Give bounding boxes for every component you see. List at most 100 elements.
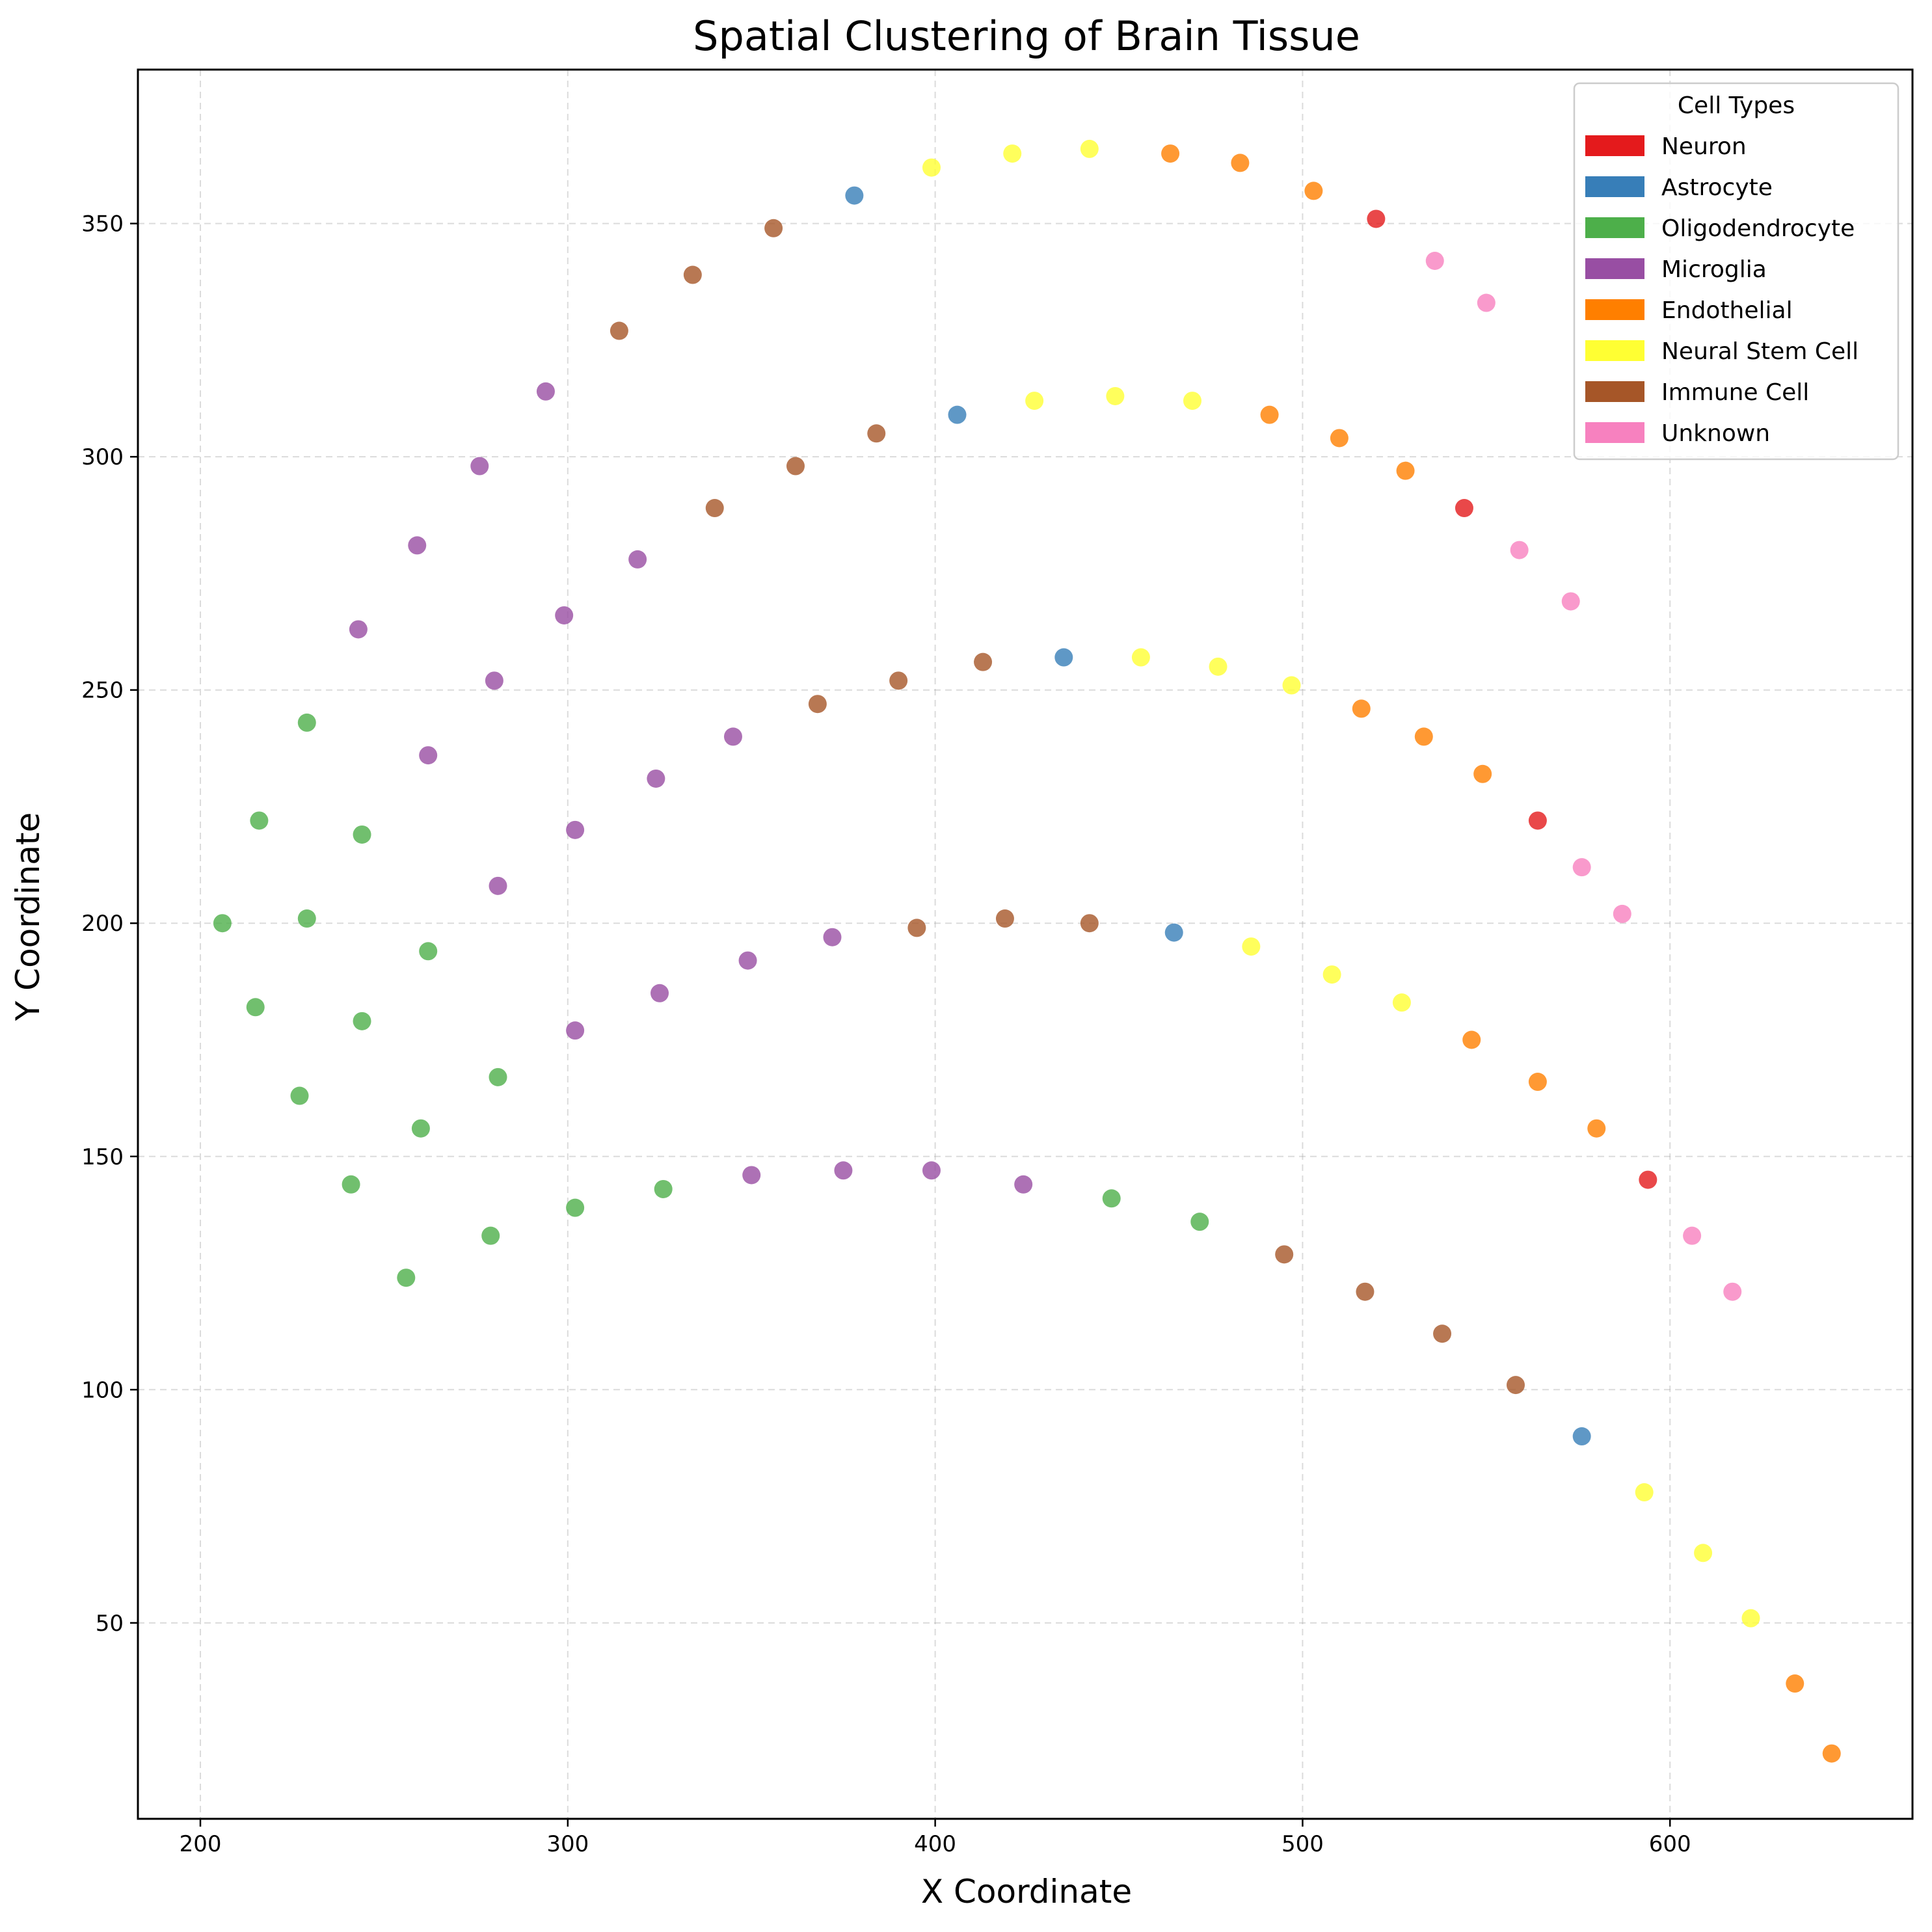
- point-oligodendrocyte: [419, 942, 438, 961]
- point-astrocyte: [1572, 1427, 1591, 1446]
- point-microglia: [738, 951, 757, 970]
- point-endothelial: [1396, 461, 1415, 480]
- point-endothelial: [1161, 144, 1180, 163]
- point-neural-stem-cell: [1106, 386, 1125, 405]
- legend-swatch: [1585, 258, 1644, 279]
- point-unknown: [1561, 592, 1580, 611]
- point-neuron: [1528, 811, 1547, 830]
- legend-entry-oligodendrocyte: Oligodendrocyte: [1585, 215, 1855, 242]
- point-unknown: [1613, 904, 1631, 923]
- point-immune-cell: [1275, 1245, 1294, 1264]
- point-neural-stem-cell: [1741, 1609, 1760, 1628]
- point-immune-cell: [867, 424, 886, 443]
- legend-entry-immune-cell: Immune Cell: [1585, 379, 1809, 406]
- point-neural-stem-cell: [1242, 937, 1261, 956]
- point-astrocyte: [845, 186, 864, 205]
- point-endothelial: [1352, 699, 1371, 718]
- x-tick-label: 400: [914, 1831, 956, 1857]
- series-astrocyte: [845, 186, 1591, 1446]
- point-microglia: [1014, 1175, 1033, 1194]
- point-astrocyte: [1054, 648, 1073, 667]
- point-oligodendrocyte: [297, 713, 316, 732]
- point-microglia: [566, 1021, 585, 1040]
- point-immune-cell: [808, 695, 827, 714]
- point-immune-cell: [610, 321, 628, 340]
- point-immune-cell: [1507, 1376, 1525, 1395]
- y-tick-label: 350: [81, 211, 124, 237]
- point-neural-stem-cell: [1080, 139, 1099, 158]
- legend-swatch: [1585, 176, 1644, 197]
- legend: Cell Types Neuron Astrocyte Oligodendrocyt…: [1573, 82, 1899, 461]
- point-immune-cell: [683, 265, 702, 284]
- point-astrocyte: [1164, 923, 1183, 942]
- point-endothelial: [1528, 1073, 1547, 1092]
- point-microglia: [408, 536, 427, 555]
- legend-entry-neural-stem-cell: Neural Stem Cell: [1585, 338, 1858, 365]
- chart-title: Spatial Clustering of Brain Tissue: [693, 12, 1360, 60]
- point-microglia: [922, 1161, 941, 1180]
- point-oligodendrocyte: [411, 1119, 430, 1138]
- point-neural-stem-cell: [1635, 1483, 1654, 1502]
- point-immune-cell: [889, 671, 908, 690]
- point-endothelial: [1462, 1030, 1481, 1049]
- x-tick-label: 600: [1649, 1831, 1691, 1857]
- point-neural-stem-cell: [1282, 676, 1301, 695]
- point-microglia: [485, 671, 503, 690]
- point-oligodendrocyte: [397, 1268, 416, 1287]
- point-immune-cell: [995, 909, 1014, 928]
- legend-entries: Neuron Astrocyte Oligodendrocyte Microglia E…: [1585, 133, 1858, 447]
- legend-label: Neuron: [1661, 133, 1747, 160]
- series-immune-cell: [610, 219, 1525, 1395]
- legend-label: Unknown: [1661, 420, 1770, 447]
- y-tick-label: 250: [81, 678, 124, 704]
- grid-lines: [138, 70, 1912, 1819]
- point-neural-stem-cell: [1025, 392, 1044, 410]
- series-neural-stem-cell: [922, 139, 1760, 1628]
- legend-entry-unknown: Unknown: [1585, 420, 1770, 447]
- point-unknown: [1477, 293, 1496, 312]
- point-microglia: [555, 606, 574, 624]
- plot-frame: [137, 68, 1914, 1820]
- point-immune-cell: [1080, 914, 1099, 933]
- point-microglia: [651, 984, 669, 1002]
- x-axis-label: X Coordinate: [921, 1873, 1132, 1911]
- point-endothelial: [1304, 181, 1323, 200]
- x-tick-label: 200: [180, 1831, 222, 1857]
- legend-swatch: [1585, 422, 1644, 443]
- legend-swatch: [1585, 381, 1644, 402]
- point-immune-cell: [974, 652, 993, 671]
- point-endothelial: [1231, 154, 1250, 172]
- y-tick-label: 150: [81, 1144, 124, 1170]
- legend-label: Immune Cell: [1661, 379, 1809, 406]
- legend-entry-astrocyte: Astrocyte: [1585, 174, 1773, 201]
- point-immune-cell: [786, 457, 805, 476]
- series-oligodendrocyte: [213, 713, 1209, 1287]
- series-unknown: [1425, 251, 1742, 1301]
- y-tick-label: 50: [96, 1611, 124, 1637]
- point-immune-cell: [1433, 1324, 1452, 1343]
- legend-label: Microglia: [1661, 256, 1767, 283]
- series-neuron: [1367, 209, 1657, 1189]
- x-tick-label: 300: [546, 1831, 589, 1857]
- point-unknown: [1683, 1226, 1702, 1245]
- point-immune-cell: [1356, 1282, 1375, 1301]
- point-unknown: [1425, 251, 1444, 270]
- y-axis-label: Y Coordinate: [9, 812, 47, 1022]
- point-microglia: [723, 727, 742, 746]
- point-endothelial: [1260, 405, 1279, 424]
- point-oligodendrocyte: [250, 811, 269, 830]
- point-neural-stem-cell: [1131, 648, 1150, 667]
- point-neural-stem-cell: [1322, 965, 1341, 984]
- point-oligodendrocyte: [1102, 1189, 1121, 1208]
- point-neural-stem-cell: [1209, 657, 1228, 676]
- series-endothelial: [1161, 144, 1841, 1763]
- point-microglia: [834, 1161, 853, 1180]
- point-oligodendrocyte: [297, 909, 316, 928]
- point-astrocyte: [948, 405, 967, 424]
- point-neural-stem-cell: [1183, 392, 1201, 410]
- point-oligodendrocyte: [481, 1226, 500, 1245]
- point-endothelial: [1330, 429, 1348, 448]
- point-immune-cell: [705, 499, 724, 518]
- point-oligodendrocyte: [353, 825, 371, 844]
